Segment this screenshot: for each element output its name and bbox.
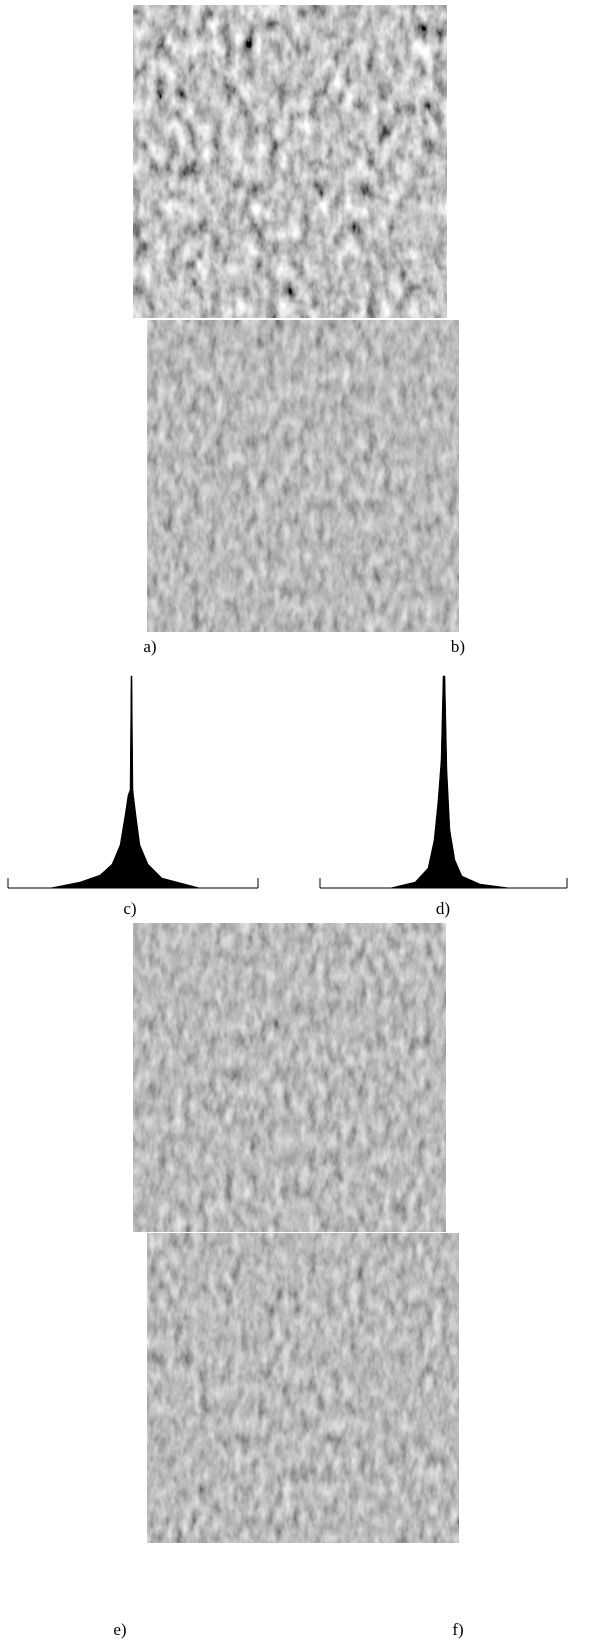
image-b (147, 320, 459, 632)
panel-label: d) (436, 899, 450, 918)
image-f (147, 1233, 459, 1543)
panel-label: e) (113, 1620, 126, 1639)
histogram-c (7, 675, 259, 889)
panel-label: f) (452, 1620, 463, 1639)
histogram-d (319, 675, 568, 889)
panel-label: c) (123, 899, 136, 918)
image-e (133, 923, 446, 1232)
panel-label: b) (451, 637, 465, 656)
panel-label: a) (143, 637, 156, 656)
image-a (133, 5, 447, 318)
